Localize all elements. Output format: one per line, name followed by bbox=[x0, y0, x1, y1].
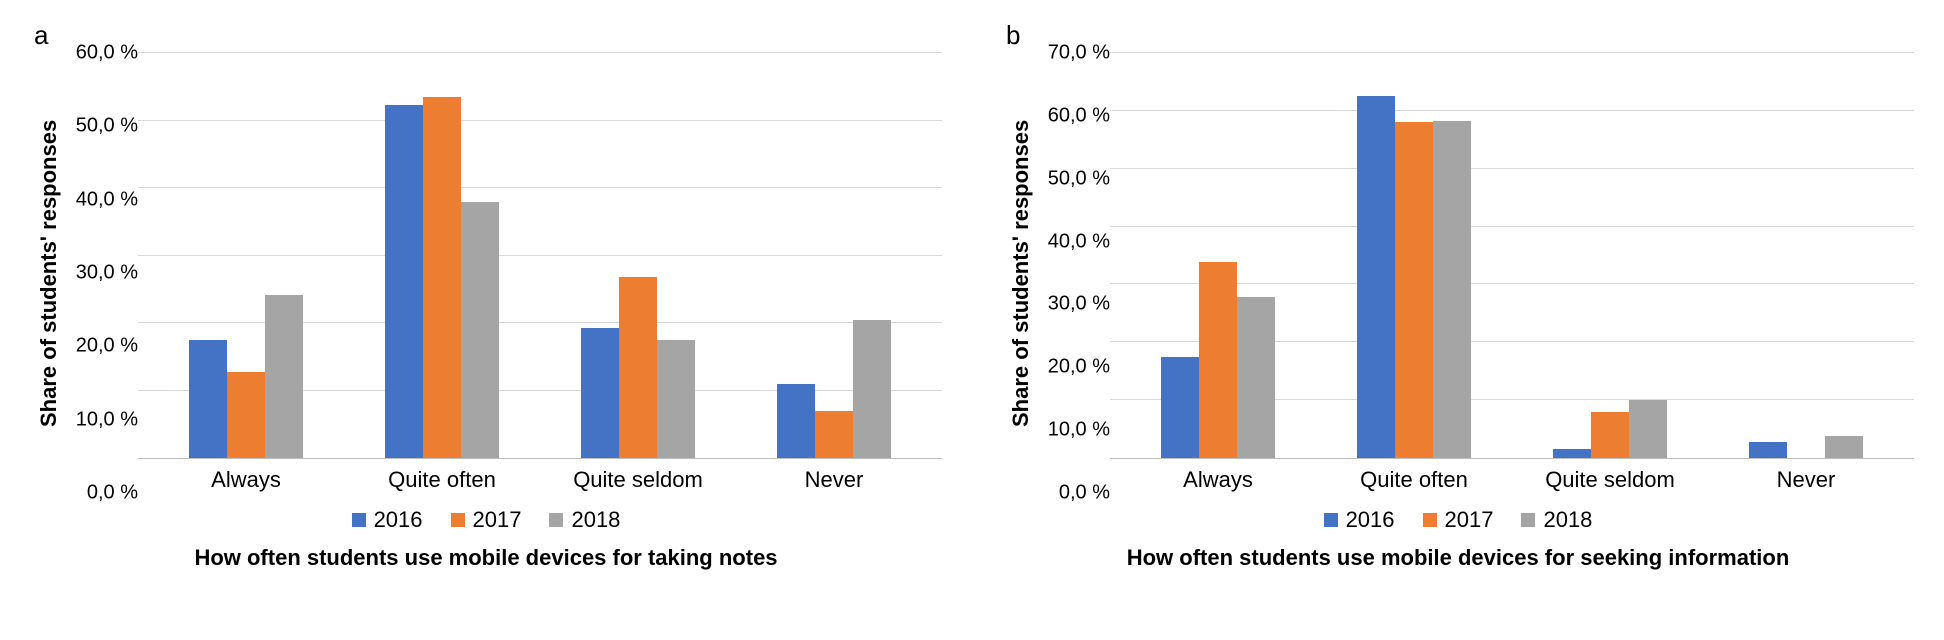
plot-wrap-b: AlwaysQuite oftenQuite seldomNever bbox=[1110, 53, 1914, 493]
y-tick: 20,0 % bbox=[1048, 356, 1110, 379]
bars-layer-b bbox=[1110, 53, 1914, 458]
panel-b: b Share of students' responses 70,0 %60,… bbox=[1002, 20, 1914, 571]
bar bbox=[1395, 122, 1433, 458]
y-axis-label-b: Share of students' responses bbox=[1002, 53, 1040, 493]
y-tick: 10,0 % bbox=[1048, 419, 1110, 442]
x-tick: Always bbox=[148, 467, 344, 493]
legend-swatch bbox=[1423, 513, 1437, 527]
bar bbox=[853, 320, 891, 458]
x-tick: Never bbox=[1708, 467, 1904, 493]
legend-label: 2017 bbox=[473, 507, 522, 533]
legend-swatch bbox=[1324, 513, 1338, 527]
legend-label: 2016 bbox=[374, 507, 423, 533]
x-tick: Always bbox=[1120, 467, 1316, 493]
bar bbox=[1161, 357, 1199, 458]
y-tick: 40,0 % bbox=[1048, 230, 1110, 253]
x-tick: Never bbox=[736, 467, 932, 493]
y-tick: 10,0 % bbox=[76, 408, 138, 431]
x-title-a: How often students use mobile devices fo… bbox=[30, 545, 942, 571]
legend-label: 2016 bbox=[1346, 507, 1395, 533]
bar bbox=[777, 384, 815, 458]
bar bbox=[1629, 400, 1667, 458]
y-tick: 20,0 % bbox=[76, 335, 138, 358]
bar bbox=[581, 328, 619, 458]
bar bbox=[265, 295, 303, 458]
y-tick: 40,0 % bbox=[76, 188, 138, 211]
y-tick: 60,0 % bbox=[76, 42, 138, 65]
bar bbox=[1433, 121, 1471, 458]
x-tick: Quite seldom bbox=[1512, 467, 1708, 493]
y-ticks-a: 60,0 %50,0 %40,0 %30,0 %20,0 %10,0 %0,0 … bbox=[68, 53, 138, 493]
legend-label: 2017 bbox=[1445, 507, 1494, 533]
bar-group bbox=[1512, 53, 1708, 458]
bar bbox=[1237, 297, 1275, 458]
legend-item: 2017 bbox=[1423, 507, 1494, 533]
figure-row: a Share of students' responses 60,0 %50,… bbox=[30, 20, 1914, 571]
bar bbox=[227, 372, 265, 458]
chart-region-a: Share of students' responses 60,0 %50,0 … bbox=[30, 53, 942, 493]
bars-layer-a bbox=[138, 53, 942, 458]
x-tick: Quite often bbox=[344, 467, 540, 493]
bar bbox=[815, 411, 853, 458]
legend-b: 2016 2017 2018 bbox=[1002, 507, 1914, 533]
legend-swatch bbox=[451, 513, 465, 527]
x-ticks-a: AlwaysQuite oftenQuite seldomNever bbox=[138, 459, 942, 493]
bar bbox=[461, 202, 499, 459]
bar bbox=[423, 97, 461, 458]
bar bbox=[1825, 436, 1863, 458]
legend-a: 2016 2017 2018 bbox=[30, 507, 942, 533]
bar-group bbox=[148, 53, 344, 458]
legend-item: 2017 bbox=[451, 507, 522, 533]
panel-label-a: a bbox=[30, 20, 942, 51]
y-tick: 50,0 % bbox=[1048, 167, 1110, 190]
chart-region-b: Share of students' responses 70,0 %60,0 … bbox=[1002, 53, 1914, 493]
legend-label: 2018 bbox=[1543, 507, 1592, 533]
y-ticks-b: 70,0 %60,0 %50,0 %40,0 %30,0 %20,0 %10,0… bbox=[1040, 53, 1110, 493]
y-tick: 0,0 % bbox=[87, 482, 138, 505]
bar bbox=[657, 340, 695, 458]
legend-swatch bbox=[352, 513, 366, 527]
bar-group bbox=[1120, 53, 1316, 458]
y-tick: 30,0 % bbox=[76, 262, 138, 285]
bar-group bbox=[736, 53, 932, 458]
bar bbox=[619, 277, 657, 458]
bar bbox=[1553, 449, 1591, 458]
plot-area-a bbox=[138, 53, 942, 459]
y-tick: 0,0 % bbox=[1059, 482, 1110, 505]
panel-label-b: b bbox=[1002, 20, 1914, 51]
bar-group bbox=[1316, 53, 1512, 458]
bar bbox=[1199, 262, 1237, 458]
bar-group bbox=[540, 53, 736, 458]
y-tick: 60,0 % bbox=[1048, 104, 1110, 127]
y-tick: 30,0 % bbox=[1048, 293, 1110, 316]
y-tick: 50,0 % bbox=[76, 115, 138, 138]
bar bbox=[1357, 96, 1395, 458]
plot-wrap-a: AlwaysQuite oftenQuite seldomNever bbox=[138, 53, 942, 493]
legend-item: 2018 bbox=[1521, 507, 1592, 533]
x-ticks-b: AlwaysQuite oftenQuite seldomNever bbox=[1110, 459, 1914, 493]
legend-item: 2018 bbox=[549, 507, 620, 533]
legend-label: 2018 bbox=[571, 507, 620, 533]
bar-group bbox=[344, 53, 540, 458]
bar-group bbox=[1708, 53, 1904, 458]
legend-item: 2016 bbox=[1324, 507, 1395, 533]
legend-swatch bbox=[549, 513, 563, 527]
plot-area-b bbox=[1110, 53, 1914, 459]
bar bbox=[1749, 442, 1787, 458]
bar bbox=[385, 105, 423, 458]
x-title-b: How often students use mobile devices fo… bbox=[1002, 545, 1914, 571]
x-tick: Quite often bbox=[1316, 467, 1512, 493]
y-axis-label-a: Share of students' responses bbox=[30, 53, 68, 493]
legend-item: 2016 bbox=[352, 507, 423, 533]
bar bbox=[189, 340, 227, 458]
legend-swatch bbox=[1521, 513, 1535, 527]
y-tick: 70,0 % bbox=[1048, 42, 1110, 65]
panel-a: a Share of students' responses 60,0 %50,… bbox=[30, 20, 942, 571]
bar bbox=[1591, 412, 1629, 458]
x-tick: Quite seldom bbox=[540, 467, 736, 493]
